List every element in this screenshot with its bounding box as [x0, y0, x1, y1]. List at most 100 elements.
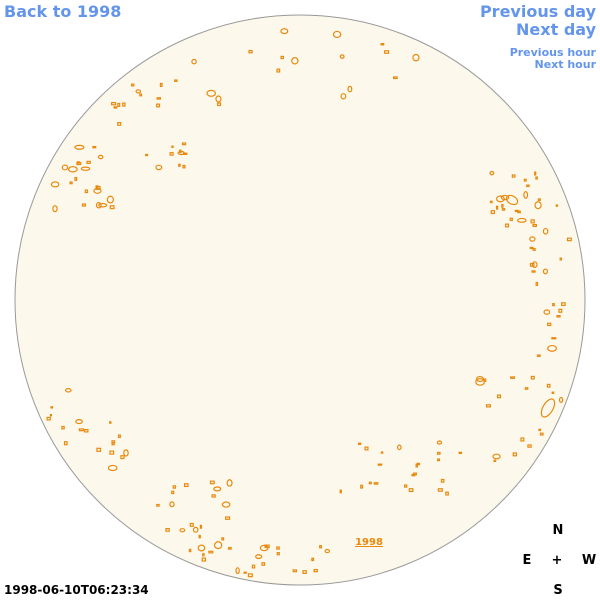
contour: [551, 337, 557, 340]
solar-disk: [14, 14, 586, 586]
contour: [93, 187, 102, 194]
contour: [96, 447, 102, 452]
contour: [415, 463, 419, 468]
contour: [189, 522, 194, 527]
contour: [201, 557, 207, 562]
contour: [221, 501, 231, 508]
contour: [123, 449, 129, 457]
contour: [211, 494, 216, 498]
contour: [458, 451, 463, 454]
next-day-link[interactable]: Next day: [516, 20, 597, 39]
back-link[interactable]: Back to 1998: [4, 2, 121, 21]
contour: [493, 459, 497, 463]
contour: [109, 421, 112, 424]
contour: [76, 161, 82, 166]
contour: [80, 166, 91, 171]
contour: [558, 396, 564, 403]
contour: [120, 455, 125, 460]
contour: [117, 434, 121, 439]
contour: [347, 85, 353, 93]
contour: [226, 479, 233, 487]
contour: [131, 83, 135, 87]
contour: [445, 491, 449, 496]
contour: [492, 453, 501, 460]
contour: [227, 547, 232, 550]
contour: [540, 398, 556, 418]
contour: [78, 428, 84, 432]
contour: [95, 185, 101, 190]
contour: [50, 181, 60, 188]
contour: [135, 89, 142, 94]
contour: [106, 195, 114, 204]
contour: [276, 68, 281, 73]
contour: [248, 49, 253, 54]
contour: [373, 482, 379, 485]
contour: [221, 537, 225, 541]
contour: [63, 441, 68, 446]
contour: [526, 184, 530, 188]
contour: [255, 554, 263, 560]
contour: [292, 569, 298, 573]
contour: [202, 553, 205, 557]
contour: [380, 43, 385, 46]
contour: [538, 428, 542, 432]
contour: [524, 387, 529, 390]
disk-year-link[interactable]: 1998: [355, 537, 383, 548]
contour: [117, 102, 121, 107]
contour: [530, 375, 535, 380]
contour: [122, 102, 126, 107]
contour: [261, 562, 266, 566]
contour: [61, 164, 69, 171]
contour: [302, 570, 307, 574]
contour: [109, 450, 115, 455]
contour: [208, 550, 214, 554]
contour: [178, 163, 181, 167]
contour: [556, 315, 561, 318]
contour: [511, 174, 516, 178]
contour: [235, 567, 240, 575]
contour: [209, 480, 215, 485]
contour: [504, 223, 510, 228]
contour: [534, 201, 542, 210]
contour: [191, 58, 197, 65]
contour: [259, 544, 269, 552]
contour: [403, 484, 408, 488]
contour: [561, 302, 566, 307]
contour: [547, 322, 552, 327]
contour: [276, 552, 280, 556]
contour: [165, 528, 170, 532]
next-hour-link[interactable]: Next hour: [535, 58, 597, 71]
contour: [332, 30, 342, 39]
contour: [291, 57, 299, 65]
previous-day-link[interactable]: Previous day: [480, 2, 597, 21]
contour: [156, 97, 161, 100]
contour: [559, 257, 563, 261]
contour: [539, 432, 544, 436]
contour: [324, 548, 331, 554]
contour: [84, 428, 89, 433]
contour: [496, 394, 502, 399]
contour: [558, 308, 563, 313]
contour: [113, 106, 118, 109]
contour: [171, 145, 174, 149]
contour: [67, 166, 78, 173]
contour: [509, 217, 513, 222]
contour: [500, 194, 510, 201]
contour: [61, 425, 65, 430]
previous-hour-link[interactable]: Previous hour: [510, 46, 597, 59]
contour: [213, 541, 223, 550]
contour: [536, 354, 541, 357]
contour: [392, 76, 398, 80]
contour: [534, 171, 537, 176]
contour: [496, 195, 505, 203]
timestamp: 1998-06-10T06:23:34: [4, 583, 149, 597]
contour: [139, 93, 143, 97]
contour: [408, 488, 414, 493]
contour: [512, 452, 518, 457]
contour: [145, 153, 149, 157]
contour: [197, 544, 206, 552]
contour: [543, 309, 551, 315]
contour: [542, 227, 549, 235]
contour: [542, 268, 548, 275]
contour: [171, 490, 175, 495]
